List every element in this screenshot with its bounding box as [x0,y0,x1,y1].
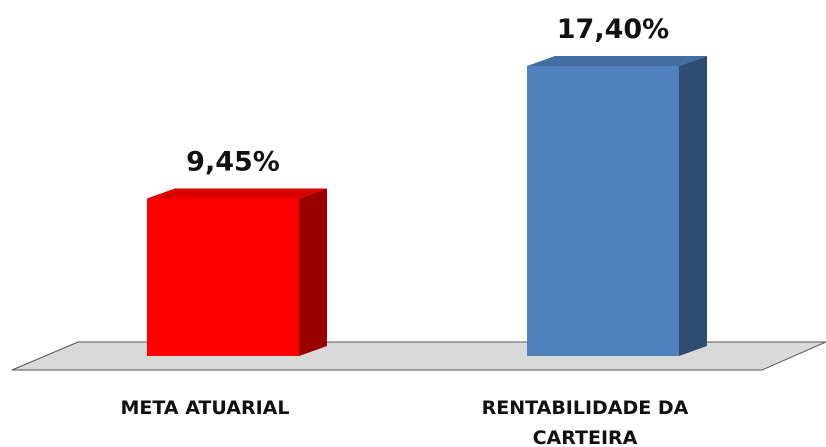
category-label: META ATUARIAL [120,397,290,419]
bar-top [527,56,707,66]
bar-side [299,188,327,356]
bar [527,56,707,356]
bar-front [147,198,299,356]
value-label: 17,40% [557,14,669,45]
bar [147,188,327,356]
bar-top [147,188,327,199]
bar-side [679,56,707,356]
value-label: 9,45% [186,147,280,178]
bar-front [527,66,679,356]
category-label: RENTABILIDADE DA CARTEIRA [481,397,689,447]
